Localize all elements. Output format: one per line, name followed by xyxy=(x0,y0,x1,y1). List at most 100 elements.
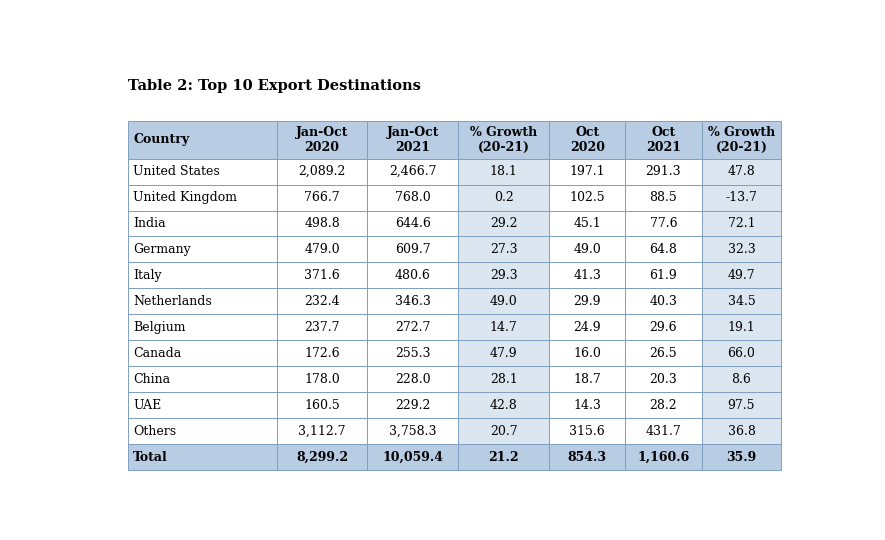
Text: 36.8: 36.8 xyxy=(727,425,756,438)
Bar xyxy=(626,211,702,237)
Bar xyxy=(127,366,277,392)
Bar xyxy=(549,288,626,314)
Text: 371.6: 371.6 xyxy=(304,269,340,282)
Bar xyxy=(458,314,549,340)
Bar xyxy=(626,444,702,470)
Bar xyxy=(367,237,458,262)
Bar xyxy=(127,444,277,470)
Bar xyxy=(702,262,781,288)
Bar xyxy=(127,340,277,366)
Bar xyxy=(549,392,626,418)
Bar xyxy=(367,392,458,418)
Bar xyxy=(702,211,781,237)
Text: 8,299.2: 8,299.2 xyxy=(296,451,348,464)
Text: Jan-Oct
2021: Jan-Oct 2021 xyxy=(387,126,439,154)
Text: 498.8: 498.8 xyxy=(304,217,340,230)
Bar xyxy=(458,366,549,392)
Text: 97.5: 97.5 xyxy=(727,399,755,412)
Text: 2,466.7: 2,466.7 xyxy=(389,165,436,178)
Text: 21.2: 21.2 xyxy=(489,451,519,464)
Text: 768.0: 768.0 xyxy=(395,191,431,204)
Bar xyxy=(367,340,458,366)
Text: 27.3: 27.3 xyxy=(489,243,518,256)
Bar xyxy=(277,340,367,366)
Text: 255.3: 255.3 xyxy=(395,347,431,360)
Bar xyxy=(127,262,277,288)
Bar xyxy=(367,262,458,288)
Bar xyxy=(626,340,702,366)
Bar xyxy=(367,121,458,159)
Text: 228.0: 228.0 xyxy=(395,373,431,386)
Text: 28.2: 28.2 xyxy=(650,399,677,412)
Bar xyxy=(702,392,781,418)
Bar xyxy=(626,237,702,262)
Bar xyxy=(626,418,702,444)
Text: 29.3: 29.3 xyxy=(489,269,518,282)
Text: 45.1: 45.1 xyxy=(573,217,601,230)
Bar xyxy=(458,418,549,444)
Bar xyxy=(549,159,626,185)
Bar xyxy=(458,392,549,418)
Text: 49.7: 49.7 xyxy=(727,269,755,282)
Text: 160.5: 160.5 xyxy=(304,399,340,412)
Bar xyxy=(702,159,781,185)
Text: 431.7: 431.7 xyxy=(645,425,681,438)
Bar xyxy=(277,159,367,185)
Text: 3,758.3: 3,758.3 xyxy=(389,425,436,438)
Text: 29.6: 29.6 xyxy=(650,321,677,334)
Text: 26.5: 26.5 xyxy=(650,347,677,360)
Bar xyxy=(127,237,277,262)
Bar xyxy=(702,237,781,262)
Text: 10,059.4: 10,059.4 xyxy=(382,451,443,464)
Text: 77.6: 77.6 xyxy=(650,217,677,230)
Bar xyxy=(549,314,626,340)
Text: -13.7: -13.7 xyxy=(726,191,758,204)
Bar xyxy=(626,185,702,211)
Bar xyxy=(549,444,626,470)
Text: 29.9: 29.9 xyxy=(573,295,601,308)
Text: Italy: Italy xyxy=(134,269,162,282)
Bar xyxy=(626,159,702,185)
Text: 19.1: 19.1 xyxy=(727,321,755,334)
Bar xyxy=(277,262,367,288)
Bar xyxy=(626,314,702,340)
Bar xyxy=(127,314,277,340)
Bar xyxy=(367,418,458,444)
Text: 34.5: 34.5 xyxy=(727,295,755,308)
Bar xyxy=(277,314,367,340)
Text: 28.1: 28.1 xyxy=(489,373,518,386)
Text: Oct
2020: Oct 2020 xyxy=(570,126,604,154)
Bar xyxy=(127,392,277,418)
Bar xyxy=(549,185,626,211)
Text: United Kingdom: United Kingdom xyxy=(134,191,237,204)
Bar xyxy=(702,288,781,314)
Text: 18.7: 18.7 xyxy=(573,373,601,386)
Bar xyxy=(702,314,781,340)
Text: 41.3: 41.3 xyxy=(573,269,601,282)
Bar xyxy=(458,211,549,237)
Text: 20.3: 20.3 xyxy=(650,373,677,386)
Bar xyxy=(549,262,626,288)
Text: 24.9: 24.9 xyxy=(573,321,601,334)
Bar xyxy=(458,340,549,366)
Bar xyxy=(127,288,277,314)
Text: 197.1: 197.1 xyxy=(569,165,605,178)
Text: Oct
2021: Oct 2021 xyxy=(646,126,681,154)
Text: Table 2: Top 10 Export Destinations: Table 2: Top 10 Export Destinations xyxy=(127,79,420,93)
Text: 609.7: 609.7 xyxy=(395,243,431,256)
Bar xyxy=(367,314,458,340)
Bar xyxy=(549,211,626,237)
Bar xyxy=(367,366,458,392)
Text: Canada: Canada xyxy=(134,347,181,360)
Text: 854.3: 854.3 xyxy=(567,451,606,464)
Text: Germany: Germany xyxy=(134,243,191,256)
Bar xyxy=(367,288,458,314)
Bar xyxy=(367,159,458,185)
Text: 32.3: 32.3 xyxy=(727,243,755,256)
Bar xyxy=(458,237,549,262)
Bar xyxy=(367,211,458,237)
Bar xyxy=(458,185,549,211)
Bar xyxy=(549,366,626,392)
Bar xyxy=(127,159,277,185)
Bar xyxy=(626,366,702,392)
